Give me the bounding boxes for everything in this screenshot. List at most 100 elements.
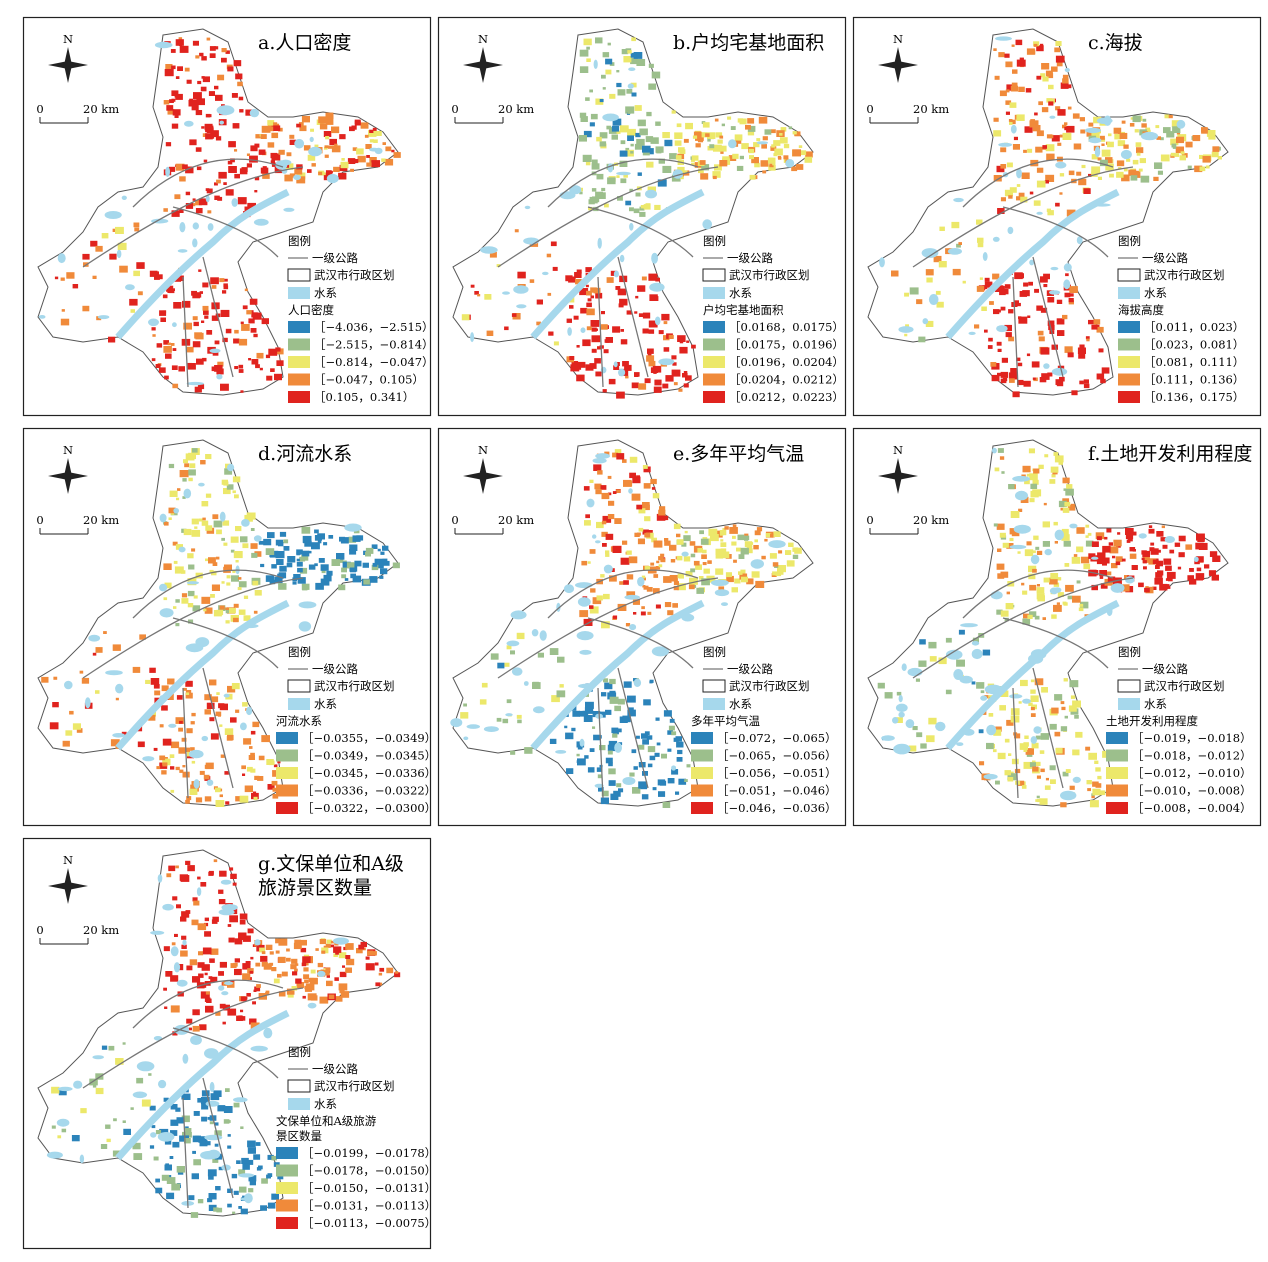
map-patch (616, 728, 622, 733)
map-patch (758, 116, 768, 124)
map-patch (268, 760, 275, 766)
map-patch (777, 565, 786, 573)
legend-item: 一级公路 (312, 251, 358, 265)
map-patch (678, 778, 687, 785)
map-patch (739, 118, 747, 125)
map-patch (1072, 700, 1081, 708)
map-patch (325, 170, 332, 175)
map-patch (602, 52, 610, 58)
map-patch (619, 581, 624, 585)
map-patch (243, 738, 252, 745)
map-patch (174, 933, 178, 937)
map-patch (976, 219, 983, 225)
map-patch (586, 308, 595, 316)
map-patch (996, 609, 1003, 615)
map-patch (671, 110, 676, 114)
water (576, 631, 594, 641)
map-patch (201, 501, 209, 507)
map-patch (685, 375, 692, 381)
legend-swatch (288, 391, 310, 403)
map-patch (661, 753, 667, 759)
map-patch (1136, 152, 1141, 156)
legend-class: ［−0.0349，−0.0345） (302, 749, 436, 763)
map-patch (349, 549, 357, 555)
map-patch (315, 582, 324, 590)
water (542, 271, 549, 276)
map-patch (227, 1203, 232, 1208)
water (56, 1118, 70, 1127)
map-patch (211, 285, 217, 289)
map-patch (226, 582, 231, 586)
map-patch (197, 962, 205, 968)
map-patch (239, 1186, 247, 1193)
map-patch (252, 580, 259, 586)
map-patch (239, 168, 248, 175)
map-patch (170, 789, 175, 793)
map-patch (981, 306, 987, 311)
map-patch (122, 1042, 126, 1045)
water (539, 630, 547, 641)
map-patch (669, 575, 678, 582)
map-patch (291, 986, 298, 991)
map-patch (654, 379, 662, 386)
map-patch (1131, 531, 1137, 536)
map-patch (341, 574, 347, 579)
map-patch (693, 560, 700, 566)
water (1049, 115, 1056, 119)
map-patch (191, 203, 196, 207)
map-patch (1024, 479, 1030, 485)
map-patch (354, 560, 362, 567)
water (513, 285, 529, 294)
map-patch (274, 576, 283, 584)
map-patch (1127, 537, 1133, 542)
map-patch (622, 715, 631, 723)
map-patch (151, 1125, 156, 1129)
map-patch (112, 1150, 121, 1157)
map-patch (676, 741, 684, 748)
legend-class: ［−0.072，−0.065） (717, 731, 837, 745)
map-patch (1069, 286, 1078, 293)
map-patch (1132, 115, 1141, 123)
map-patch (362, 562, 369, 568)
map-patch (643, 204, 651, 210)
map-patch (606, 125, 612, 130)
map-patch (175, 599, 180, 603)
map-patch (595, 37, 603, 44)
map-patch (224, 468, 233, 475)
map-patch (260, 955, 268, 962)
water (186, 381, 204, 386)
map-patch (1060, 802, 1067, 808)
map-patch (1160, 537, 1166, 542)
map-patch (302, 956, 311, 963)
map-patch (636, 735, 640, 739)
map-patch (579, 112, 587, 118)
map-patch (278, 542, 284, 547)
map-patch (301, 115, 310, 123)
legend-swatch (1106, 767, 1128, 779)
water (1084, 127, 1101, 134)
map-patch (249, 298, 258, 305)
map-patch (187, 590, 195, 597)
map-patch (341, 567, 347, 573)
map-patch (387, 968, 393, 972)
map-patch (1020, 496, 1029, 503)
legend-item: 水系 (1144, 286, 1167, 300)
water (898, 711, 905, 718)
map-patch (1034, 615, 1040, 620)
map-patch (761, 144, 767, 149)
map-patch (798, 145, 803, 148)
map-patch (702, 562, 707, 566)
water (645, 189, 657, 199)
map-patch (1009, 122, 1013, 125)
map-patch (252, 721, 260, 728)
map-patch (751, 571, 760, 578)
map-patch (580, 307, 588, 314)
map-patch (219, 724, 223, 727)
map-patch (642, 312, 651, 319)
map-patch (164, 1006, 168, 1009)
map-patch (1131, 565, 1138, 570)
map-patch (1064, 346, 1073, 353)
map-patch (319, 996, 329, 1004)
map-patch (1087, 532, 1092, 536)
map-patch (1085, 336, 1090, 340)
